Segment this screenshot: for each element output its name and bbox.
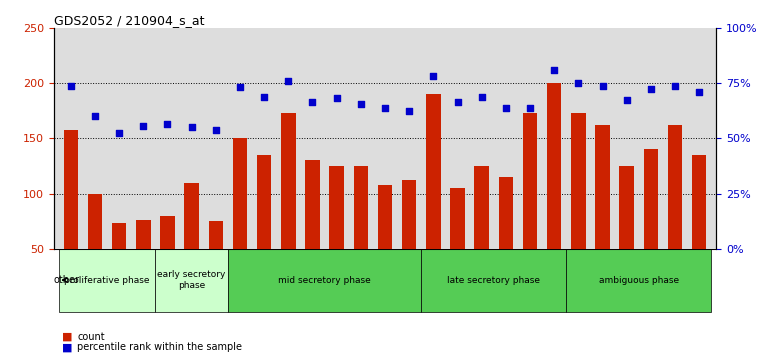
Bar [160,216,175,304]
Bar [378,185,392,304]
Point [693,89,705,95]
Point [137,124,149,129]
Text: proliferative phase: proliferative phase [65,275,150,285]
Point [186,125,198,130]
Text: percentile rank within the sample: percentile rank within the sample [77,342,242,353]
Point [258,94,270,99]
FancyBboxPatch shape [566,249,711,312]
Point [113,130,126,136]
Bar [257,155,271,304]
Point [669,83,681,88]
Text: ■: ■ [62,332,72,342]
Bar [547,84,561,304]
Bar [644,149,658,304]
Point [500,105,512,110]
FancyBboxPatch shape [421,249,566,312]
Bar [281,113,296,304]
Text: ■: ■ [62,342,72,353]
Text: mid secretory phase: mid secretory phase [278,275,371,285]
Point [427,73,440,79]
Bar [619,166,634,304]
Bar [305,160,320,304]
Bar [523,113,537,304]
Bar [571,113,586,304]
Bar [402,180,417,304]
Point [234,84,246,90]
Text: ambiguous phase: ambiguous phase [599,275,679,285]
Point [596,83,608,88]
Bar [64,130,78,304]
Bar [136,220,151,304]
Text: early secretory
phase: early secretory phase [158,270,226,290]
Bar [184,183,199,304]
FancyBboxPatch shape [228,249,421,312]
Bar [474,166,489,304]
Bar [233,138,247,304]
Bar [330,166,344,304]
Point [89,114,101,119]
Point [524,105,536,110]
Point [282,78,294,84]
Bar [499,177,513,304]
Point [162,121,174,127]
Text: GDS2052 / 210904_s_at: GDS2052 / 210904_s_at [54,14,204,27]
Point [209,127,222,132]
Bar [88,194,102,304]
Point [306,99,319,105]
Point [644,86,657,92]
Text: count: count [77,332,105,342]
Point [65,83,77,88]
Bar [353,166,368,304]
Point [572,81,584,86]
Bar [668,125,682,304]
Point [476,94,488,99]
Point [330,95,343,101]
Text: late secretory phase: late secretory phase [447,275,541,285]
Point [621,97,633,103]
FancyBboxPatch shape [156,249,228,312]
Point [403,108,415,114]
Point [548,67,561,73]
Bar [595,125,610,304]
Bar [209,221,223,304]
Bar [692,155,706,304]
FancyBboxPatch shape [59,249,156,312]
Bar [426,95,440,304]
Text: other: other [54,275,80,285]
Point [355,102,367,107]
Bar [112,223,126,304]
Point [451,99,464,105]
Point [379,105,391,110]
Bar [450,188,465,304]
